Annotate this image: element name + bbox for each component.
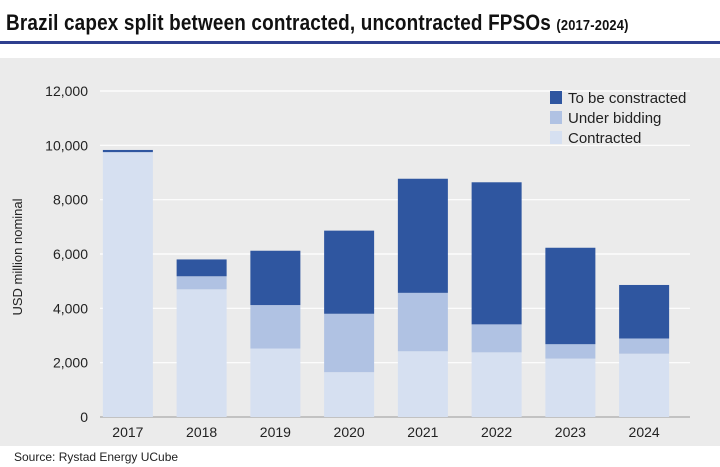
legend-label: Under bidding — [568, 110, 661, 127]
y-tick-label: 6,000 — [53, 246, 88, 262]
legend-swatch — [550, 131, 562, 144]
bar-layer — [102, 149, 670, 417]
bar-segment — [250, 250, 301, 306]
x-tick-label: 2019 — [260, 424, 291, 440]
y-tick-label: 0 — [80, 409, 88, 425]
bar-segment — [102, 152, 153, 417]
y-tick-label: 4,000 — [53, 300, 88, 316]
bar-segment — [619, 338, 670, 354]
bar-segment — [397, 292, 448, 352]
bar-segment — [619, 284, 670, 339]
bar-segment — [250, 348, 301, 417]
bar-segment — [545, 247, 596, 345]
legend-label: Contracted — [568, 130, 641, 147]
source-note: Source: Rystad Energy UCube — [14, 450, 179, 464]
y-tick-label: 10,000 — [45, 137, 88, 153]
title-rule — [0, 41, 720, 44]
legend: To be constracted Under bidding Contracted — [550, 90, 686, 147]
y-axis-label: USD million nominal — [10, 198, 25, 315]
chart-title: Brazil capex split between contracted, u… — [6, 10, 629, 36]
x-tick-label: 2023 — [555, 424, 586, 440]
y-tick-label: 2,000 — [53, 355, 88, 371]
bar-segment — [102, 149, 153, 153]
x-tick-label: 2017 — [112, 424, 143, 440]
bar-segment — [250, 305, 301, 349]
bar-segment — [545, 358, 596, 417]
x-axis-ticks: 2017 2018 2019 2020 2021 2022 2023 2024 — [112, 424, 660, 440]
bar-segment — [397, 178, 448, 293]
bar-segment — [471, 182, 522, 325]
legend-label: To be constracted — [568, 90, 686, 107]
legend-swatch — [550, 111, 562, 124]
bar-segment — [176, 259, 227, 277]
bar-segment — [397, 351, 448, 417]
bar-segment — [471, 352, 522, 417]
y-tick-label: 12,000 — [45, 83, 88, 99]
title-bar: Brazil capex split between contracted, u… — [0, 0, 720, 46]
bar-segment — [545, 344, 596, 359]
y-axis-ticks: 0 2,000 4,000 6,000 8,000 10,000 12,000 — [45, 83, 88, 425]
bar-segment — [324, 372, 375, 417]
legend-swatch — [550, 91, 562, 104]
bar-segment — [176, 289, 227, 417]
bar-segment — [324, 313, 375, 373]
x-tick-label: 2021 — [407, 424, 438, 440]
chart-title-main: Brazil capex split between contracted, u… — [6, 10, 551, 35]
chart-title-years: (2017-2024) — [556, 17, 629, 34]
bar-segment — [324, 230, 375, 314]
y-tick-label: 8,000 — [53, 192, 88, 208]
x-tick-label: 2018 — [186, 424, 217, 440]
x-tick-label: 2020 — [334, 424, 365, 440]
x-tick-label: 2024 — [629, 424, 660, 440]
bar-segment — [176, 276, 227, 290]
bar-segment — [619, 353, 670, 417]
bar-segment — [471, 324, 522, 353]
x-tick-label: 2022 — [481, 424, 512, 440]
